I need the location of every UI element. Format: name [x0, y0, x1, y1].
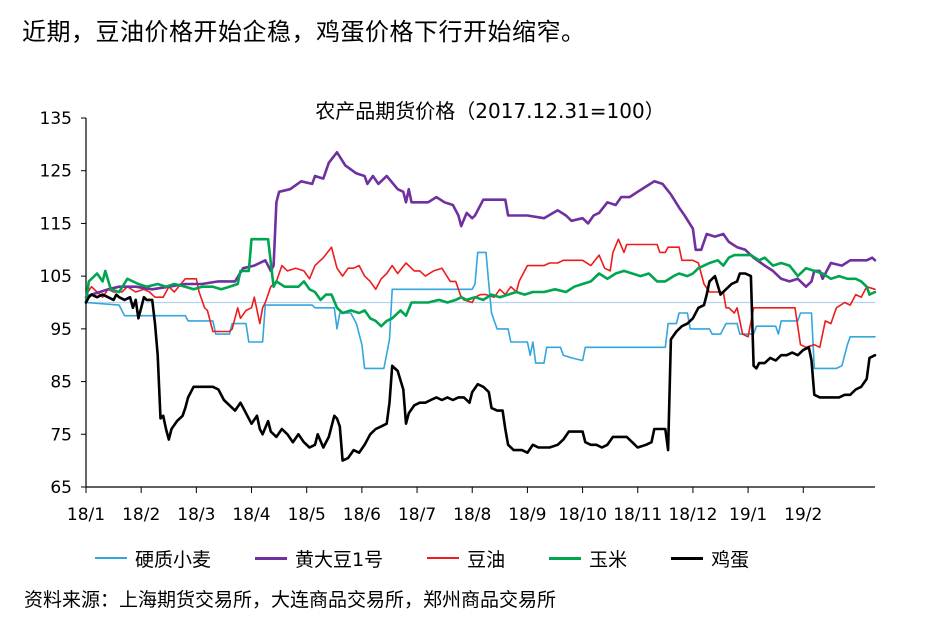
y-tick-label: 105 — [40, 267, 72, 287]
x-tick-label: 18/9 — [508, 505, 546, 525]
legend-swatch — [671, 556, 704, 560]
series-line-4 — [84, 272, 877, 462]
chart-axes: 65 75 85 95 105 115 125 135 18/1 18/2 18/3 18/4 18/5… — [40, 109, 875, 525]
x-tick-label: 18/2 — [122, 505, 160, 525]
y-tick-label: 115 — [40, 214, 72, 234]
x-tick-label: 18/11 — [613, 505, 662, 525]
legend-item: 硬质小麦 — [95, 545, 211, 572]
legend-item: 鸡蛋 — [671, 545, 749, 572]
legend-label: 黄大豆1号 — [295, 548, 384, 571]
series-line-3 — [84, 237, 877, 328]
legend-item: 黄大豆1号 — [255, 545, 383, 572]
legend-swatch — [549, 556, 582, 560]
x-tick-label: 18/10 — [558, 505, 607, 525]
y-tick-label: 135 — [40, 109, 72, 129]
y-tick-label: 65 — [50, 478, 72, 498]
y-tick-label: 125 — [40, 162, 72, 182]
legend-item: 豆油 — [427, 545, 505, 572]
x-tick-label: 18/1 — [67, 505, 105, 525]
series-line-1 — [84, 151, 877, 299]
x-tick-label: 19/2 — [784, 505, 822, 525]
headline: 近期，豆油价格开始企稳，鸡蛋价格下行开始缩窄。 — [22, 18, 586, 46]
legend-label: 硬质小麦 — [135, 548, 212, 571]
series-line-0 — [85, 251, 876, 370]
series-group — [84, 151, 877, 462]
x-tick-label: 18/8 — [453, 505, 491, 525]
x-tick-label: 18/7 — [398, 505, 436, 525]
x-tick-label: 18/5 — [288, 505, 326, 525]
y-tick-label: 95 — [50, 320, 72, 340]
legend-swatch — [95, 557, 127, 559]
y-tick-label: 85 — [50, 373, 72, 393]
x-tick-label: 18/6 — [343, 505, 381, 525]
series-line-2 — [85, 238, 876, 349]
source-note: 资料来源：上海期货交易所，大连商品交易所，郑州商品交易所 — [24, 589, 557, 611]
legend: 硬质小麦 黄大豆1号 豆油 玉米 鸡蛋 — [95, 545, 793, 571]
legend-label: 豆油 — [467, 548, 506, 571]
legend-swatch — [427, 557, 460, 559]
x-tick-label: 18/12 — [668, 505, 717, 525]
x-tick-label: 18/3 — [177, 505, 215, 525]
x-tick-label: 18/4 — [232, 505, 270, 525]
legend-swatch — [255, 556, 288, 560]
legend-label: 鸡蛋 — [711, 548, 750, 571]
legend-label: 玉米 — [589, 548, 628, 571]
chart-title: 农产品期货价格（2017.12.31=100） — [315, 99, 664, 123]
y-tick-label: 75 — [50, 425, 72, 445]
legend-item: 玉米 — [549, 545, 627, 572]
x-tick-label: 19/1 — [729, 505, 767, 525]
